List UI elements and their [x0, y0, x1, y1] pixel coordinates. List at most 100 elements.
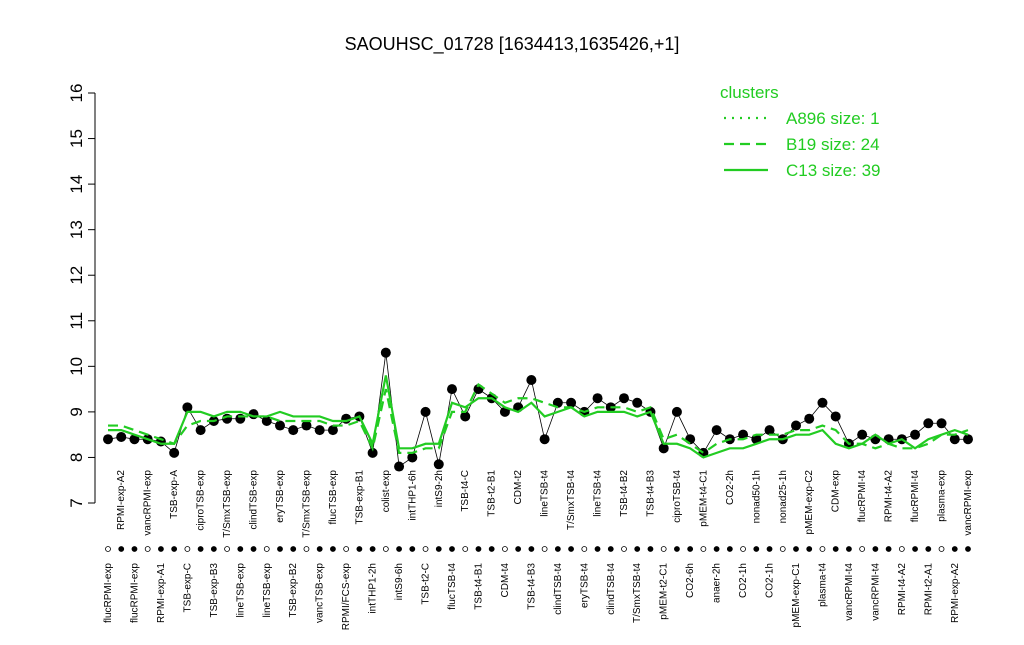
point	[499, 406, 510, 417]
strip-marker	[832, 546, 839, 552]
x-tick-label: colist-exp	[381, 470, 392, 513]
strip-marker	[224, 546, 230, 552]
point	[857, 429, 868, 440]
strip-marker	[554, 546, 561, 552]
strip-marker	[925, 546, 932, 552]
x-tick-label: TSB-exp-C	[182, 563, 193, 612]
x-tick-label: CO2-2h	[725, 470, 736, 505]
strip-marker	[449, 546, 455, 552]
x-tick-label: vancRPMI-exp	[143, 470, 154, 536]
strip-marker	[846, 546, 852, 552]
strip-marker	[290, 546, 297, 552]
strip-marker	[806, 546, 813, 552]
point	[261, 416, 272, 426]
point	[420, 406, 431, 417]
point	[447, 384, 457, 395]
x-tick-label: vancRPMI-exp	[963, 470, 974, 536]
strip-marker	[660, 546, 667, 552]
strip-marker	[568, 546, 574, 552]
strip-marker	[343, 546, 350, 552]
legend-label: A896 size: 1	[786, 109, 880, 128]
strip-marker	[475, 546, 482, 552]
x-tick-label: flucRPMI-t4	[857, 470, 868, 523]
x-tick-label: pMEM-t2-C1	[659, 563, 670, 620]
point	[671, 406, 682, 417]
x-tick-label: nonad50-1h	[751, 470, 762, 523]
strip-marker	[885, 546, 892, 552]
x-tick-label: clindTSB-exp	[249, 470, 260, 530]
point	[169, 447, 180, 458]
x-tick-label: TSB-t4-B2	[619, 470, 630, 517]
y-tick-label: 10	[67, 357, 86, 376]
strip-marker	[753, 546, 760, 552]
point	[195, 425, 206, 436]
x-tick-label: eryTSB-t4	[579, 563, 590, 608]
strip-marker	[938, 546, 945, 552]
y-tick-label: 9	[67, 407, 86, 416]
point	[764, 425, 775, 436]
x-tick-label: lineTSB-exp	[262, 563, 273, 618]
x-tick-label: TSB-exp-B1	[354, 470, 365, 525]
point	[552, 397, 563, 408]
x-tick-label: vancRPMI-t4	[870, 563, 881, 621]
point	[460, 411, 471, 422]
point	[711, 425, 722, 436]
point	[129, 434, 140, 445]
strip-marker	[277, 546, 283, 552]
x-tick-label: ciproTSB-exp	[196, 470, 207, 531]
strip-marker	[131, 546, 138, 552]
strip-marker	[951, 546, 958, 552]
strip-marker	[793, 546, 799, 552]
legend-title: clusters	[720, 83, 779, 102]
y-tick-label: 15	[67, 129, 86, 148]
strip-marker	[316, 546, 323, 552]
strip-marker	[210, 546, 217, 552]
strip-marker	[409, 546, 416, 552]
point	[830, 411, 841, 422]
strip-marker	[118, 546, 125, 552]
point	[235, 413, 246, 424]
point	[182, 402, 193, 413]
strip-marker	[859, 546, 866, 552]
point	[751, 434, 762, 445]
point	[394, 461, 405, 472]
point	[380, 347, 391, 358]
strip-marker	[488, 546, 495, 552]
strip-marker	[898, 546, 905, 552]
point	[592, 393, 603, 404]
point	[314, 425, 325, 436]
point	[923, 418, 934, 429]
x-tick-label: vancTSB-exp	[315, 563, 326, 623]
x-tick-label: TSB-t2-C	[421, 563, 432, 605]
point	[963, 434, 973, 445]
strip-marker	[171, 546, 178, 552]
x-tick-label: CDM-exp	[831, 470, 842, 513]
strip-marker	[158, 546, 164, 552]
x-tick-label: TSB-exp-B3	[209, 563, 220, 618]
strip-marker	[621, 546, 627, 552]
x-tick-label: eryTSB-exp	[275, 470, 286, 523]
strip-marker	[594, 546, 601, 552]
strip-marker	[740, 546, 746, 552]
strip-marker	[462, 546, 469, 552]
strip-marker	[184, 546, 191, 552]
x-tick-label: flucTSB-exp	[328, 470, 339, 525]
x-tick-label: lineTSB-t4	[593, 470, 604, 517]
x-tick-label: pMEM-t4-C1	[698, 470, 709, 527]
x-tick-label: anaer-2h	[712, 563, 723, 603]
y-tick-label: 12	[67, 266, 86, 285]
x-tick-label: pMEM-exp-C2	[804, 470, 815, 535]
point	[367, 447, 378, 458]
x-tick-label: CDM-t4	[500, 563, 511, 598]
point	[791, 420, 801, 431]
x-tick-label: RPMI-exp-A2	[116, 470, 127, 530]
strip-marker	[674, 546, 680, 552]
point	[103, 434, 113, 445]
x-tick-label: TSB-t2-B1	[487, 470, 498, 517]
point	[407, 452, 418, 463]
x-tick-label: pMEM-exp-C1	[791, 563, 802, 628]
x-tick-label: lineTSB-exp	[235, 563, 246, 618]
point	[301, 420, 312, 431]
point	[949, 434, 960, 445]
x-tick-label: flucRPMI-exp	[103, 563, 114, 623]
